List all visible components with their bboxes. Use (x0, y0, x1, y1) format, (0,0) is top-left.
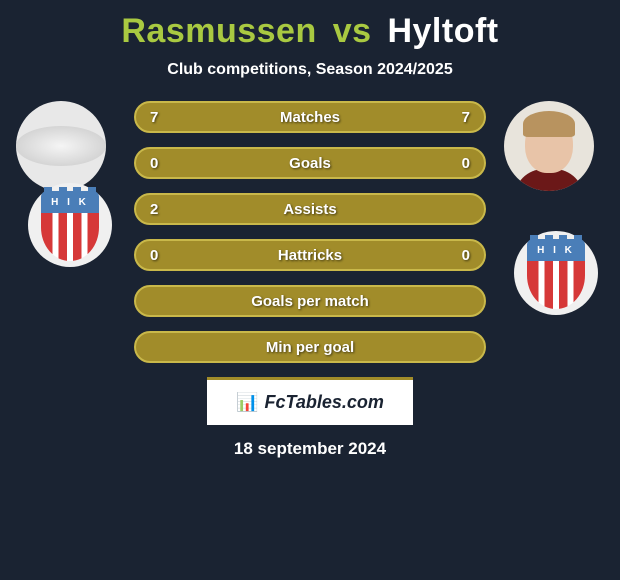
brand-text: FcTables.com (265, 392, 384, 413)
stat-row-hattricks: 0 Hattricks 0 (134, 239, 486, 271)
footer-brand-badge: 📊 FcTables.com (207, 377, 413, 425)
page-title: Rasmussen vs Hyltoft (121, 12, 498, 51)
stat-right-value: 7 (450, 109, 470, 126)
comparison-card: Rasmussen vs Hyltoft Club competitions, … (0, 0, 620, 459)
stat-label: Goals per match (251, 293, 369, 310)
player2-avatar (504, 101, 594, 191)
chart-icon: 📊 (236, 392, 258, 413)
player1-club-badge: H I K (28, 183, 112, 267)
stat-row-assists: 2 Assists (134, 193, 486, 225)
club-shield-icon: H I K (527, 239, 585, 307)
stats-area: H I K 7 Matches 7 0 Goals 0 2 Assists 0 (0, 101, 620, 363)
stat-bars: 7 Matches 7 0 Goals 0 2 Assists 0 Hattri… (134, 101, 486, 363)
stat-label: Goals (289, 155, 331, 172)
vs-label: vs (333, 12, 372, 50)
stat-row-min-per-goal: Min per goal (134, 331, 486, 363)
stat-right-value: 0 (450, 155, 470, 172)
player1-avatar (16, 101, 106, 191)
stat-left-value: 0 (150, 155, 170, 172)
date-label: 18 september 2024 (234, 439, 386, 459)
stat-row-goals: 0 Goals 0 (134, 147, 486, 179)
stat-right-value: 0 (450, 247, 470, 264)
stat-left-value: 7 (150, 109, 170, 126)
player2-name: Hyltoft (387, 12, 498, 50)
player1-name: Rasmussen (121, 12, 316, 50)
club-shield-icon: H I K (41, 191, 99, 259)
subtitle: Club competitions, Season 2024/2025 (167, 61, 452, 79)
stat-row-matches: 7 Matches 7 (134, 101, 486, 133)
stat-row-goals-per-match: Goals per match (134, 285, 486, 317)
stat-label: Matches (280, 109, 340, 126)
stat-label: Min per goal (266, 339, 354, 356)
stat-label: Hattricks (278, 247, 342, 264)
stat-left-value: 0 (150, 247, 170, 264)
blank-avatar-icon (16, 126, 106, 166)
stat-label: Assists (283, 201, 336, 218)
player2-club-badge: H I K (514, 231, 598, 315)
stat-left-value: 2 (150, 201, 170, 218)
